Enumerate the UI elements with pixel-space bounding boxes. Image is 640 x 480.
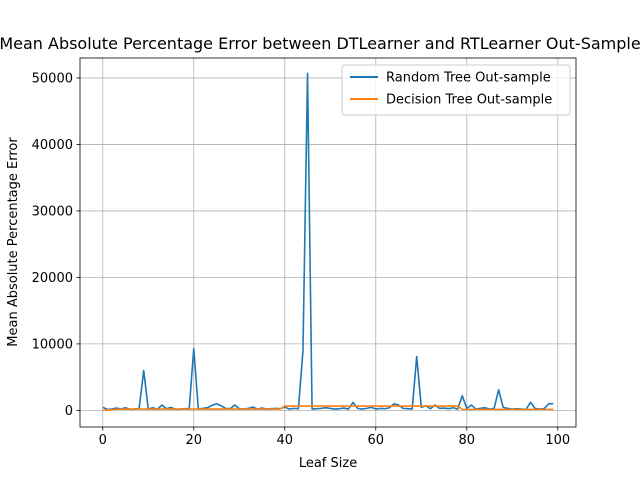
x-axis-label: Leaf Size: [299, 456, 357, 471]
y-tick-label: 30000: [32, 204, 73, 219]
x-tick-label: 100: [545, 433, 570, 448]
x-tick-label: 20: [185, 433, 202, 448]
legend-label-1: Random Tree Out-sample: [386, 71, 551, 86]
axis-ticks: 0 20 40 60 80 100 0 10000 20000 30000 40000 50000: [32, 71, 571, 448]
y-tick-label: 20000: [32, 271, 73, 286]
legend-label-2: Decision Tree Out-sample: [386, 93, 552, 108]
series-line-2: [102, 405, 554, 412]
x-tick-label: 40: [276, 433, 293, 448]
x-tick-label: 60: [368, 433, 385, 448]
legend: Random Tree Out-sample Decision Tree Out-…: [341, 64, 571, 116]
y-tick-label: 50000: [32, 71, 73, 86]
chart-title: Mean Absolute Percentage Error between D…: [0, 34, 640, 53]
series-layer: [102, 72, 554, 412]
y-axis-label: Mean Absolute Percentage Error: [6, 137, 21, 347]
y-tick-label: 0: [65, 404, 73, 419]
legend-box: [341, 64, 571, 116]
plot-frame: [79, 57, 577, 428]
grid: [80, 58, 576, 427]
x-tick-label: 80: [459, 433, 476, 448]
x-tick-label: 0: [99, 433, 107, 448]
y-tick-label: 10000: [32, 337, 73, 352]
y-tick-label: 40000: [32, 138, 73, 153]
